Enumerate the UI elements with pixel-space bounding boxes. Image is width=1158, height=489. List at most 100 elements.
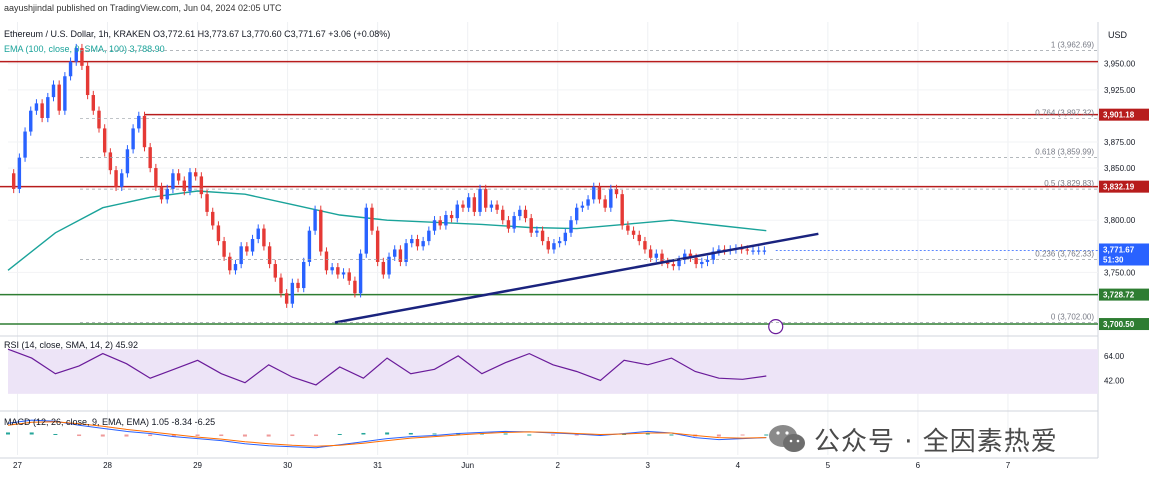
candle xyxy=(489,204,494,208)
macd-histogram-bar xyxy=(408,432,413,435)
candle xyxy=(102,128,107,153)
macd-histogram-bar xyxy=(361,432,366,435)
candle xyxy=(165,188,169,200)
candle xyxy=(211,211,215,226)
candle xyxy=(648,249,653,258)
candle xyxy=(46,97,50,118)
candle xyxy=(495,204,499,210)
macd-histogram-bar xyxy=(290,434,295,437)
fib-label: 0.5 (3,829.83) xyxy=(1044,179,1094,188)
candle xyxy=(637,234,641,242)
candle xyxy=(671,264,676,267)
x-tick-label: 7 xyxy=(1006,461,1011,470)
candle xyxy=(415,239,420,247)
candle xyxy=(330,267,334,271)
candle xyxy=(131,128,135,150)
candle xyxy=(688,253,693,258)
candle xyxy=(114,170,118,187)
macd-histogram-bar xyxy=(171,434,176,437)
candle xyxy=(586,199,590,206)
candle xyxy=(250,239,255,252)
candle xyxy=(597,186,602,200)
candle xyxy=(626,225,630,231)
candle xyxy=(370,207,374,231)
candle xyxy=(535,230,539,233)
candle xyxy=(302,261,306,289)
candle xyxy=(501,209,505,221)
candle xyxy=(381,261,386,275)
level-tag-label: 3,832.19 xyxy=(1103,183,1135,192)
candle xyxy=(199,176,204,195)
rsi-tick-label: 42.00 xyxy=(1104,376,1125,385)
candle xyxy=(557,241,562,244)
fib-label: 0.618 (3,859.99) xyxy=(1035,148,1094,157)
candle xyxy=(273,264,277,278)
candle xyxy=(34,103,39,111)
candle xyxy=(518,209,522,217)
macd-histogram-bar xyxy=(645,432,650,435)
candle xyxy=(364,207,368,254)
candle xyxy=(262,228,266,247)
candle xyxy=(546,241,550,250)
candle xyxy=(745,249,750,251)
candle xyxy=(347,272,351,281)
candle xyxy=(665,261,670,265)
candle xyxy=(57,84,61,111)
candle xyxy=(603,199,607,208)
ema-legend[interactable]: EMA (100, close, 0, SMA, 100) 3,788.90 xyxy=(4,44,165,54)
candle xyxy=(563,232,568,242)
macd-histogram-bar xyxy=(503,433,508,435)
candle xyxy=(245,246,249,252)
candle xyxy=(506,220,511,229)
x-tick-label: 28 xyxy=(103,461,112,470)
macd-legend[interactable]: MACD (12, 26, close, 9, EMA, EMA) 1.05 -… xyxy=(4,417,216,427)
candle xyxy=(552,243,556,250)
x-tick-label: 4 xyxy=(736,461,741,470)
macd-line xyxy=(7,419,767,449)
fib-label: 0 (3,702.00) xyxy=(1051,312,1094,321)
candle xyxy=(313,209,317,231)
candle xyxy=(40,103,44,118)
candle xyxy=(193,172,198,177)
candle xyxy=(711,251,715,260)
candle xyxy=(700,261,704,265)
candle xyxy=(751,250,755,252)
candle xyxy=(654,253,659,258)
candle xyxy=(461,204,465,208)
candle xyxy=(432,220,437,231)
candle xyxy=(319,209,323,252)
candle xyxy=(296,282,300,289)
macd-histogram-bar xyxy=(124,434,129,437)
level-tag-label: 3,901.18 xyxy=(1103,111,1135,120)
level-tag xyxy=(1099,288,1149,301)
x-tick-label: 3 xyxy=(646,461,651,470)
candle xyxy=(74,48,78,62)
candle xyxy=(660,253,664,262)
rsi-legend[interactable]: RSI (14, close, SMA, 14, 2) 45.92 xyxy=(4,340,139,350)
candle xyxy=(762,250,767,252)
candle xyxy=(148,147,152,169)
candle xyxy=(341,272,346,275)
candle xyxy=(353,280,357,294)
candle xyxy=(609,188,613,208)
candle xyxy=(137,115,141,129)
symbol-legend[interactable]: Ethereum / U.S. Dollar, 1h, KRAKEN O3,77… xyxy=(4,29,391,39)
y-tick-label: 3,800.00 xyxy=(1104,216,1136,225)
y-tick-label: 3,875.00 xyxy=(1104,138,1136,147)
candle xyxy=(358,253,363,294)
y-tick-label: 3,750.00 xyxy=(1104,268,1136,277)
candle xyxy=(23,131,27,158)
wechat-icon xyxy=(769,425,805,452)
macd-histogram-bar xyxy=(764,434,769,436)
macd-histogram-bar xyxy=(432,433,437,435)
macd-histogram-bar xyxy=(195,434,200,437)
trend-line xyxy=(334,232,819,324)
fib-label: 0.236 (3,762.33) xyxy=(1035,250,1094,259)
x-tick-label: 29 xyxy=(193,461,202,470)
level-tag xyxy=(1099,108,1149,121)
candle xyxy=(683,253,687,260)
candle xyxy=(233,264,238,271)
candle xyxy=(614,188,619,195)
macd-histogram-bar xyxy=(740,434,745,436)
